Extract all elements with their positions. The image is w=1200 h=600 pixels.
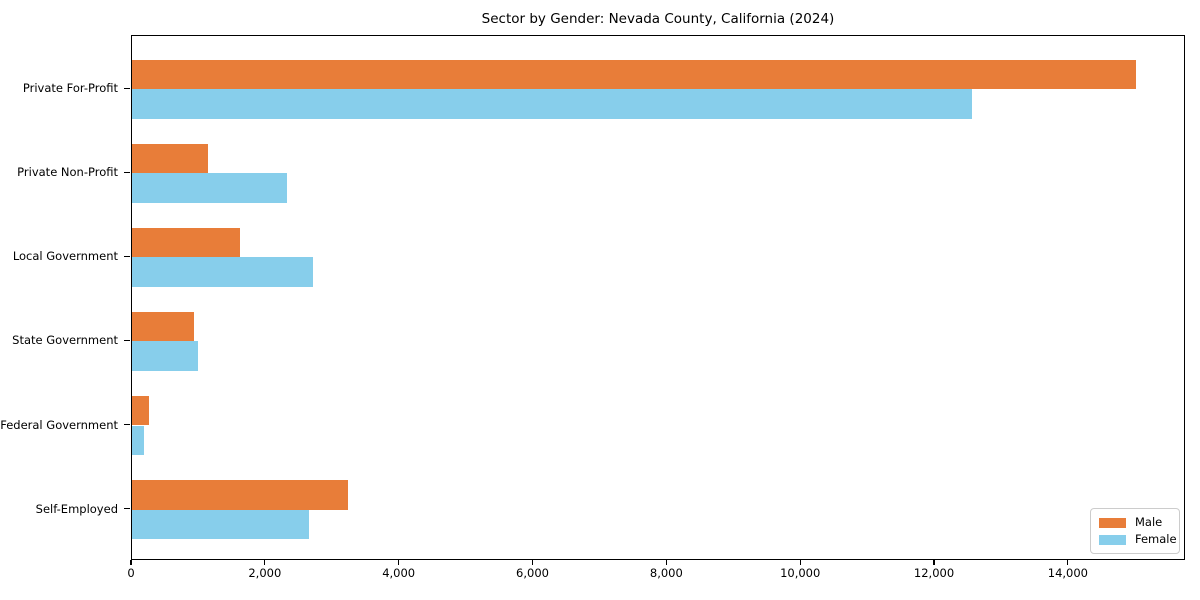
x-tick-mark	[933, 560, 935, 565]
legend: Male Female	[1090, 508, 1180, 554]
bar-male-local-government	[132, 228, 240, 258]
y-axis-label-private-non-profit: Private Non-Profit	[17, 165, 118, 180]
x-tick-mark	[398, 560, 400, 565]
legend-item-male: Male	[1099, 514, 1179, 531]
y-axis-label-self-employed: Self-Employed	[35, 501, 118, 516]
bar-male-private-for-profit	[132, 60, 1136, 90]
x-tick-label-10-000: 10,000	[780, 566, 821, 580]
x-tick-label-4-000: 4,000	[382, 566, 416, 580]
x-tick-mark	[531, 560, 534, 565]
x-tick-mark	[264, 560, 266, 565]
legend-label-male: Male	[1135, 515, 1163, 529]
x-tick-label-14-000: 14,000	[1047, 566, 1088, 580]
bar-female-local-government	[132, 257, 314, 287]
x-tick-label-6-000: 6,000	[516, 566, 549, 580]
x-tick-label-0: 0	[127, 566, 135, 580]
legend-swatch-male	[1099, 517, 1126, 528]
legend-label-female: Female	[1135, 532, 1177, 546]
y-axis-label-state-government: State Government	[12, 333, 118, 348]
bar-female-private-non-profit	[132, 173, 287, 203]
x-tick-mark	[130, 560, 132, 565]
y-tick-mark	[124, 171, 130, 173]
bar-female-federal-government	[132, 425, 144, 455]
bar-male-federal-government	[132, 396, 150, 426]
y-axis-label-federal-government: Federal Government	[0, 417, 118, 432]
bar-female-state-government	[132, 341, 198, 371]
plot-area	[131, 35, 1185, 560]
y-tick-mark	[124, 423, 130, 426]
chart-title: Sector by Gender: Nevada County, Califor…	[481, 11, 835, 27]
bar-male-state-government	[132, 312, 195, 342]
y-tick-mark	[124, 255, 130, 257]
legend-item-female: Female	[1099, 531, 1179, 548]
y-tick-mark	[124, 507, 130, 510]
legend-swatch-female	[1099, 534, 1126, 545]
x-tick-label-12-000: 12,000	[913, 566, 955, 580]
x-tick-mark	[799, 560, 801, 565]
y-axis-label-local-government: Local Government	[12, 249, 118, 264]
x-tick-label-2-000: 2,000	[248, 566, 282, 580]
bar-male-self-employed	[132, 480, 348, 510]
bar-female-private-for-profit	[132, 89, 972, 119]
y-tick-mark	[124, 339, 130, 342]
x-tick-mark	[665, 560, 667, 565]
bar-male-private-non-profit	[132, 144, 209, 174]
y-tick-mark	[124, 87, 130, 89]
bar-female-self-employed	[132, 509, 309, 539]
x-tick-mark	[1067, 560, 1069, 565]
y-axis-label-private-for-profit: Private For-Profit	[22, 81, 118, 96]
x-tick-label-8-000: 8,000	[649, 566, 683, 580]
